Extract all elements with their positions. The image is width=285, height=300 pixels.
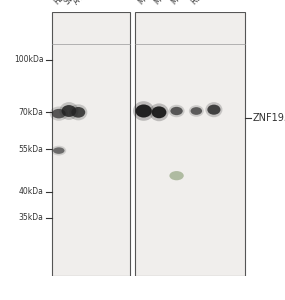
Text: 40kDa: 40kDa — [19, 187, 44, 196]
Text: ZNF195: ZNF195 — [253, 112, 285, 123]
Ellipse shape — [53, 147, 64, 154]
FancyBboxPatch shape — [135, 12, 245, 276]
Ellipse shape — [71, 107, 85, 118]
Ellipse shape — [205, 102, 222, 117]
Text: SW620: SW620 — [62, 0, 88, 7]
Text: Mouse heart: Mouse heart — [153, 0, 193, 7]
Ellipse shape — [207, 105, 221, 115]
Ellipse shape — [69, 104, 87, 120]
Ellipse shape — [189, 105, 204, 117]
Ellipse shape — [51, 146, 66, 155]
Text: 55kDa: 55kDa — [19, 145, 44, 154]
Text: Mouse skeletal muscle: Mouse skeletal muscle — [170, 0, 238, 7]
Text: HL-60: HL-60 — [52, 0, 75, 7]
Ellipse shape — [135, 104, 152, 118]
Text: 35kDa: 35kDa — [19, 213, 44, 222]
Ellipse shape — [149, 103, 169, 121]
Text: Mouse brain: Mouse brain — [137, 0, 177, 7]
Ellipse shape — [169, 171, 184, 180]
Ellipse shape — [50, 106, 68, 121]
Ellipse shape — [168, 105, 185, 117]
Ellipse shape — [170, 107, 183, 115]
Ellipse shape — [52, 109, 66, 118]
Ellipse shape — [152, 106, 166, 118]
Ellipse shape — [191, 107, 202, 115]
Text: A-549: A-549 — [72, 0, 94, 7]
Text: Rat brain: Rat brain — [190, 0, 221, 7]
Ellipse shape — [59, 102, 78, 120]
FancyBboxPatch shape — [52, 12, 130, 276]
Text: 70kDa: 70kDa — [19, 108, 44, 117]
Ellipse shape — [133, 101, 154, 121]
Ellipse shape — [62, 105, 76, 117]
Text: 100kDa: 100kDa — [14, 55, 44, 64]
